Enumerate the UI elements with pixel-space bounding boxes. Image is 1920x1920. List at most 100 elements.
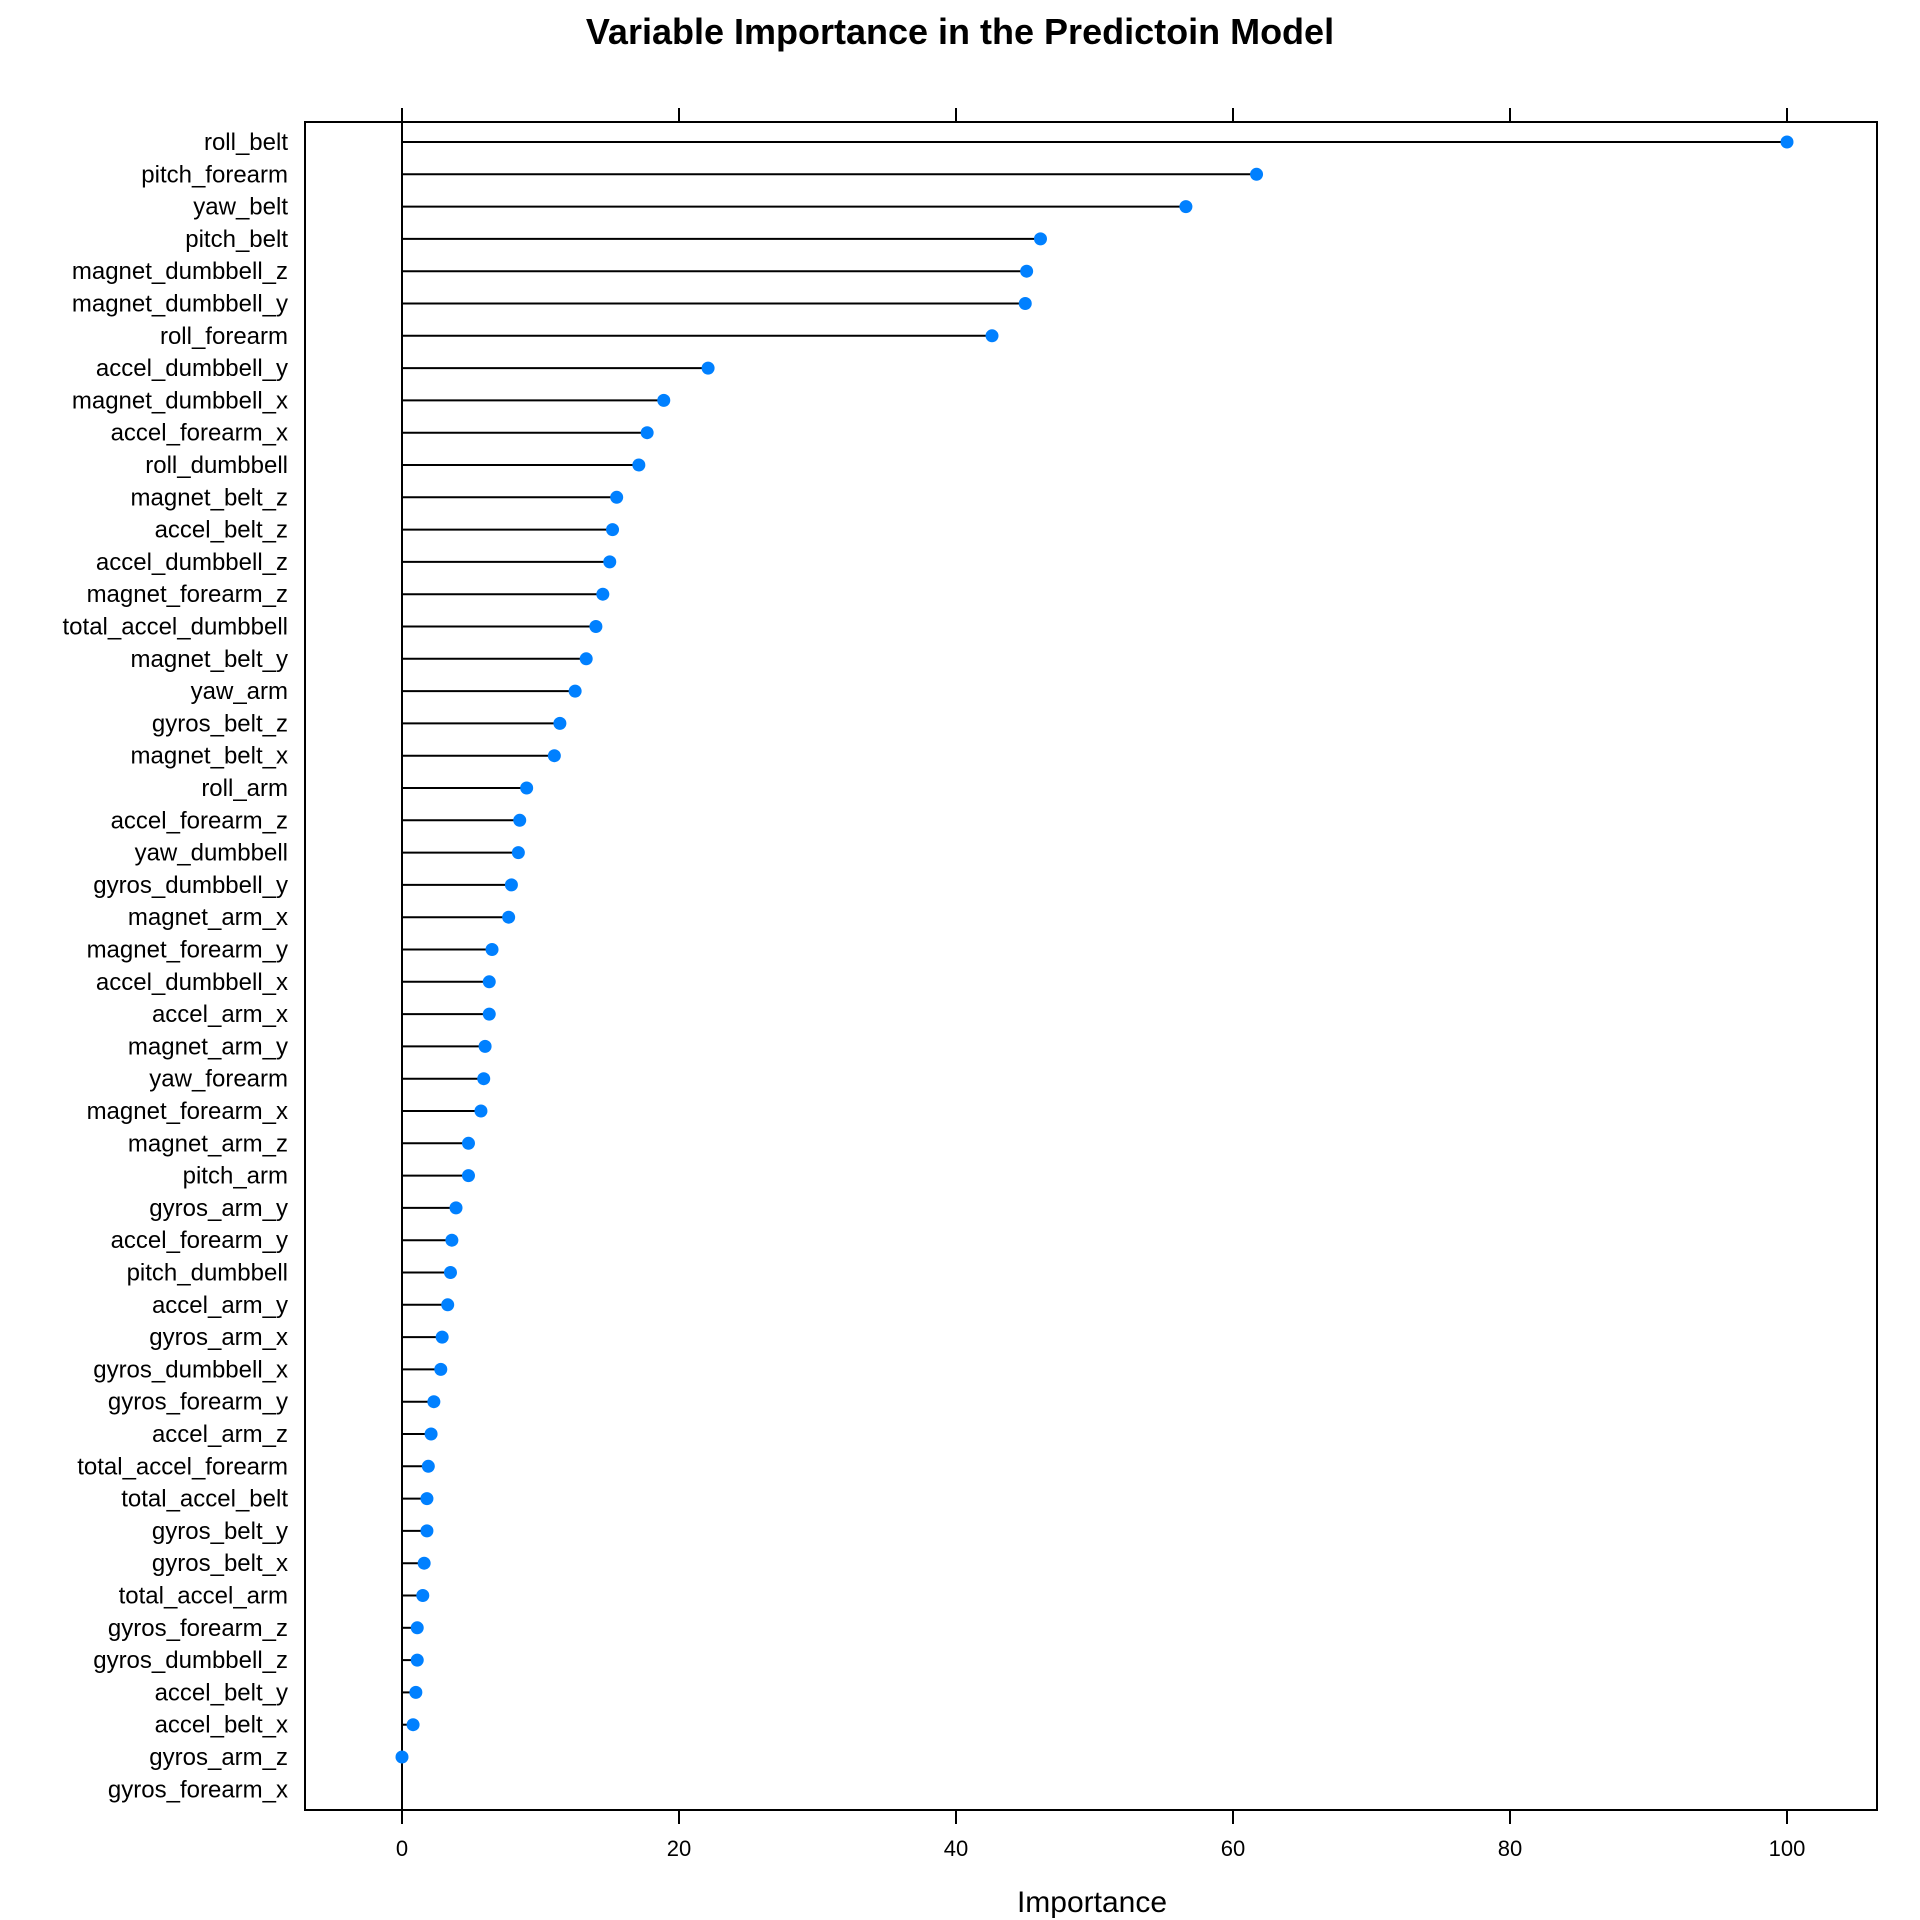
category-label: total_accel_arm	[119, 1583, 288, 1610]
category-label: pitch_belt	[185, 226, 288, 253]
data-point	[504, 878, 518, 892]
category-label: gyros_forearm_z	[108, 1615, 288, 1642]
data-point	[478, 1039, 492, 1053]
category-label: roll_dumbbell	[145, 452, 288, 479]
category-label: gyros_dumbbell_z	[93, 1647, 288, 1674]
data-point	[449, 1201, 463, 1215]
category-label: magnet_arm_x	[128, 904, 288, 931]
bottom-axis-ticks	[401, 1810, 1788, 1824]
category-label: total_accel_forearm	[77, 1453, 288, 1480]
data-point	[416, 1589, 430, 1602]
data-point	[410, 1653, 424, 1667]
data-point	[461, 1169, 475, 1183]
x-tick-label: 20	[667, 1836, 691, 1861]
data-point	[596, 587, 610, 601]
category-label: gyros_belt_y	[152, 1518, 288, 1545]
category-label: gyros_forearm_y	[108, 1389, 288, 1416]
points	[395, 135, 1794, 1764]
category-label: magnet_belt_z	[131, 484, 288, 511]
x-tick-label: 100	[1769, 1836, 1806, 1861]
data-point	[632, 458, 646, 472]
data-point	[502, 910, 516, 924]
category-label: accel_arm_z	[152, 1421, 288, 1448]
data-point	[420, 1492, 434, 1506]
data-point	[421, 1459, 435, 1473]
category-label: magnet_arm_y	[128, 1033, 288, 1060]
data-point	[589, 620, 603, 633]
data-point	[610, 490, 624, 504]
category-label: gyros_dumbbell_x	[93, 1356, 288, 1383]
category-label: roll_belt	[204, 129, 288, 156]
x-tick-label: 40	[944, 1836, 968, 1861]
data-point	[603, 555, 617, 569]
category-label: accel_dumbbell_y	[96, 355, 288, 382]
category-label: accel_arm_x	[152, 1001, 288, 1028]
data-point	[443, 1266, 457, 1279]
data-point	[640, 426, 654, 440]
data-point	[511, 846, 525, 860]
category-label: gyros_arm_y	[149, 1195, 288, 1222]
category-label: gyros_arm_z	[149, 1744, 288, 1771]
category-label: yaw_dumbbell	[135, 840, 288, 867]
category-label: gyros_forearm_x	[108, 1776, 288, 1803]
category-label: magnet_dumbbell_y	[72, 291, 288, 318]
data-point	[406, 1718, 420, 1732]
category-label: magnet_arm_z	[128, 1130, 288, 1157]
category-label: accel_dumbbell_z	[96, 549, 288, 576]
data-point	[435, 1330, 449, 1344]
data-point	[1250, 167, 1264, 181]
data-point	[477, 1072, 491, 1086]
data-point	[410, 1621, 424, 1635]
data-point	[424, 1427, 438, 1441]
data-point	[1018, 297, 1032, 310]
data-point	[579, 652, 593, 666]
top-axis-ticks	[401, 108, 1788, 122]
data-point	[485, 943, 499, 956]
data-point	[427, 1395, 441, 1409]
data-point	[1179, 200, 1193, 214]
category-label: magnet_belt_x	[131, 743, 288, 770]
category-label: magnet_dumbbell_x	[72, 387, 288, 414]
category-label: magnet_forearm_z	[87, 581, 288, 608]
data-point	[1033, 232, 1047, 246]
category-label: pitch_forearm	[141, 161, 288, 188]
data-point	[441, 1298, 455, 1312]
x-tick-label: 80	[1498, 1836, 1522, 1861]
data-point	[701, 361, 715, 375]
data-point	[417, 1556, 431, 1570]
category-label: roll_arm	[201, 775, 288, 802]
x-tick-label: 0	[396, 1836, 408, 1861]
data-point	[657, 393, 671, 407]
category-label: accel_belt_z	[155, 517, 288, 544]
x-tick-label: 60	[1221, 1836, 1245, 1861]
category-label: gyros_dumbbell_y	[93, 872, 288, 899]
x-axis-title: Importance	[1017, 1886, 1167, 1919]
data-point	[1780, 135, 1794, 149]
category-label: accel_dumbbell_x	[96, 969, 288, 996]
category-label: accel_belt_y	[155, 1679, 288, 1706]
data-point	[482, 975, 496, 989]
category-labels: roll_belt pitch_forearm yaw_belt pitch_belt…	[63, 129, 289, 1803]
category-label: magnet_forearm_y	[87, 937, 288, 964]
plot-frame	[304, 121, 1878, 1811]
data-point	[547, 749, 561, 763]
category-label: magnet_forearm_x	[87, 1098, 288, 1125]
category-label: total_accel_dumbbell	[63, 614, 288, 641]
data-point	[474, 1104, 488, 1118]
category-label: gyros_belt_z	[152, 710, 288, 737]
category-label: yaw_arm	[191, 678, 288, 705]
data-point	[513, 813, 527, 827]
category-label: magnet_belt_y	[131, 646, 288, 673]
data-point	[434, 1362, 448, 1376]
category-label: magnet_dumbbell_z	[72, 258, 288, 285]
category-label: accel_belt_x	[155, 1712, 288, 1739]
data-point	[606, 523, 620, 537]
category-label: accel_forearm_x	[111, 420, 288, 447]
category-label: pitch_dumbbell	[127, 1260, 288, 1287]
data-point	[461, 1136, 475, 1150]
category-label: accel_arm_y	[152, 1292, 288, 1319]
data-point	[1020, 264, 1034, 278]
data-point	[985, 329, 999, 343]
category-label: accel_forearm_y	[111, 1227, 288, 1254]
